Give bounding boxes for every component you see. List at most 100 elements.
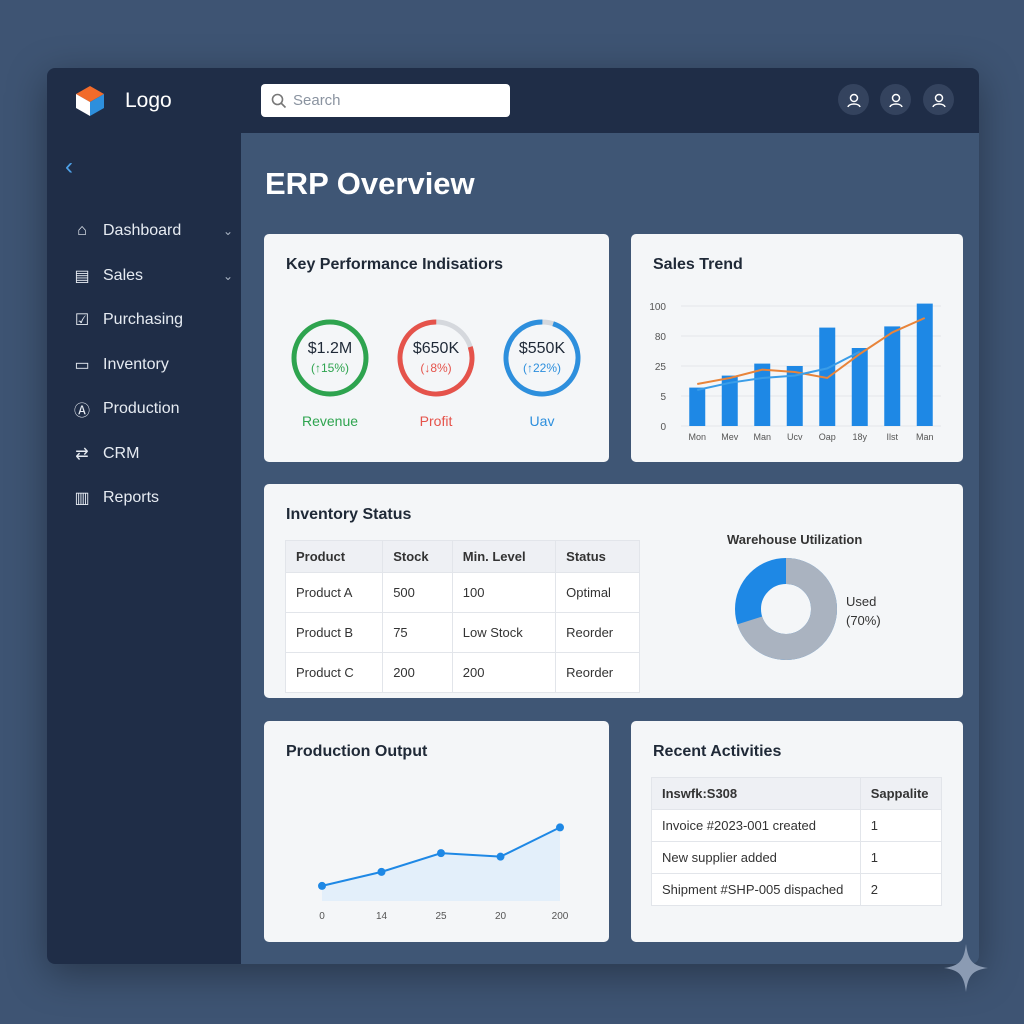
column-header: Stock xyxy=(382,540,453,573)
production-point xyxy=(318,881,326,890)
sidebar-item-production[interactable]: Ⓐ Production xyxy=(73,387,233,432)
sales-trend-line xyxy=(697,350,861,391)
sidebar-item-dashboard[interactable]: ⌂ Dashboard ⌄ xyxy=(73,209,233,254)
table-row[interactable]: Shipment #SHP-005 dispached 2 xyxy=(651,873,943,906)
home-icon: ⌂ xyxy=(77,222,87,240)
chevron-down-icon[interactable]: ⌄ xyxy=(222,224,233,239)
table-cell: 2 xyxy=(859,873,943,906)
table-header-row: Product Stock Min. Level Status xyxy=(284,540,640,573)
table-cell: Optimal xyxy=(555,572,640,613)
sales-bar xyxy=(721,375,738,426)
kpi-ring xyxy=(503,319,581,397)
kpi-change: (↑15%) xyxy=(310,361,349,375)
crm-icon: ⇄ xyxy=(75,445,89,463)
production-chart: 0 14 25 20 200 xyxy=(318,823,569,922)
table-cell: 200 xyxy=(451,652,557,693)
table-row[interactable]: New supplier added 1 xyxy=(651,841,943,874)
table-cell: 1 xyxy=(859,809,943,842)
reports-icon: ▥ xyxy=(74,490,90,508)
x-tick-label: Mev xyxy=(721,432,739,442)
sales-bar xyxy=(786,366,803,426)
sidebar-item-inventory[interactable]: ▭ Inventory xyxy=(73,343,233,388)
sidebar-item-sales[interactable]: ▤ Sales ⌄ xyxy=(73,254,233,299)
kpi-gauge: $1.2M (↑15%) Revenue xyxy=(290,318,370,429)
collapse-chevron-left-icon[interactable]: ‹ xyxy=(65,153,73,180)
chevron-down-icon[interactable]: ⌄ xyxy=(222,268,233,283)
table-cell: Product A xyxy=(284,572,384,613)
sidebar: ‹ ⌂ Dashboard ⌄ ▤ Sales ⌄ ☑ Purchasing ▭ Inventor… xyxy=(47,133,241,964)
table-cell: 500 xyxy=(382,572,453,613)
y-tick-label: 25 xyxy=(655,362,667,373)
kpi-gauge: $550K (↑22%) Uav xyxy=(502,318,582,429)
table-row[interactable]: Product B 75 Low Stock Reorder xyxy=(284,612,640,653)
production-area xyxy=(322,827,560,901)
table-row[interactable]: Product A 500 100 Optimal xyxy=(284,572,640,613)
kpi-change: (↑22%) xyxy=(522,361,561,375)
warehouse-donut-chart xyxy=(735,558,837,660)
sidebar-item-crm[interactable]: ⇄ CRM xyxy=(73,432,233,477)
donut-used-segment xyxy=(735,558,837,660)
x-tick-label: Ilst xyxy=(886,432,898,442)
table-cell: 1 xyxy=(859,841,943,874)
sales-bar xyxy=(851,348,868,426)
x-tick-label: Oap xyxy=(819,432,836,442)
sidebar-item-purchasing[interactable]: ☑ Purchasing xyxy=(73,298,233,343)
app-window: Logo Search ‹ ⌂ Dashboard ⌄ ▤ Sales ⌄ ☑ Purchas… xyxy=(47,68,979,964)
sales-icon: ▤ xyxy=(74,267,90,285)
column-header: Status xyxy=(555,540,640,573)
x-tick-label: Man xyxy=(916,432,934,442)
column-header: Min. Level xyxy=(451,540,557,573)
activities-card: Recent Activities Inswfk:S308 Sappalite In… xyxy=(631,721,963,942)
sales-trend-card: Sales Trend 0 5 25 80 100 Mon Mev Man Ucv Oap 18y I… xyxy=(631,234,963,462)
sidebar-item-label: Dashboard xyxy=(103,222,182,240)
x-tick-label: 200 xyxy=(552,911,569,922)
kpi-card: Key Performance Indisatiors $1.2M (↑15%)… xyxy=(264,234,609,462)
sidebar-item-label: Reports xyxy=(103,489,160,507)
sidebar-item-reports[interactable]: ▥ Reports xyxy=(73,476,233,521)
table-cell: Low Stock xyxy=(451,612,557,653)
monitor-icon: ▭ xyxy=(74,356,90,374)
production-card: Production Output 0 14 25 20 200 xyxy=(264,721,609,942)
logo-icon xyxy=(76,86,104,116)
x-tick-label: 20 xyxy=(495,911,507,922)
kpi-gauge: $650K (↓8%) Profit xyxy=(396,318,476,429)
sidebar-item-label: Purchasing xyxy=(103,311,184,329)
production-icon: Ⓐ xyxy=(73,403,90,421)
inventory-title: Inventory Status xyxy=(286,506,412,523)
user-avatar-button[interactable] xyxy=(880,84,911,115)
logo[interactable]: Logo xyxy=(73,84,172,118)
table-row[interactable]: Invoice #2023-001 created 1 xyxy=(651,809,943,842)
column-header: Product xyxy=(284,540,384,573)
table-cell: 200 xyxy=(382,652,453,693)
sidebar-item-label: Production xyxy=(103,400,180,418)
user-avatar-button[interactable] xyxy=(838,84,869,115)
purchasing-icon: ☑ xyxy=(74,312,90,330)
x-tick-label: 0 xyxy=(319,911,325,922)
x-tick-label: Mon xyxy=(688,432,706,442)
user-avatar-button[interactable] xyxy=(923,84,954,115)
table-row[interactable]: Product C 200 200 Reorder xyxy=(284,652,640,693)
kpi-change: (↓8%) xyxy=(420,361,452,375)
search-input[interactable]: Search xyxy=(261,84,510,117)
kpi-value: $650K xyxy=(412,340,460,357)
sales-bar xyxy=(754,363,771,426)
y-tick-label: 0 xyxy=(660,422,666,433)
donut-legend: Used (70%) xyxy=(846,592,881,630)
table-cell: New supplier added xyxy=(651,841,861,874)
y-tick-label: 5 xyxy=(660,392,666,403)
activities-title: Recent Activities xyxy=(653,743,782,760)
table-cell: Shipment #SHP-005 dispached xyxy=(651,873,861,906)
inventory-table: Product Stock Min. Level Status Product A 500… xyxy=(284,540,640,693)
top-bar: Logo Search xyxy=(47,68,979,133)
donut-title: Warehouse Utilization xyxy=(727,532,863,547)
donut-value: (70%) xyxy=(846,613,881,628)
kpi-value: $550K xyxy=(518,340,566,357)
kpi-title: Key Performance Indisatiors xyxy=(286,256,503,273)
x-tick-label: 25 xyxy=(435,911,447,922)
sidebar-item-label: CRM xyxy=(103,444,140,462)
y-tick-label: 80 xyxy=(655,332,667,343)
sales-trend-chart: 0 5 25 80 100 Mon Mev Man Ucv Oap 18y Ilst Man xyxy=(649,302,941,442)
search-placeholder: Search xyxy=(293,92,341,109)
x-tick-label: 14 xyxy=(376,911,388,922)
sales-bar xyxy=(884,326,901,426)
